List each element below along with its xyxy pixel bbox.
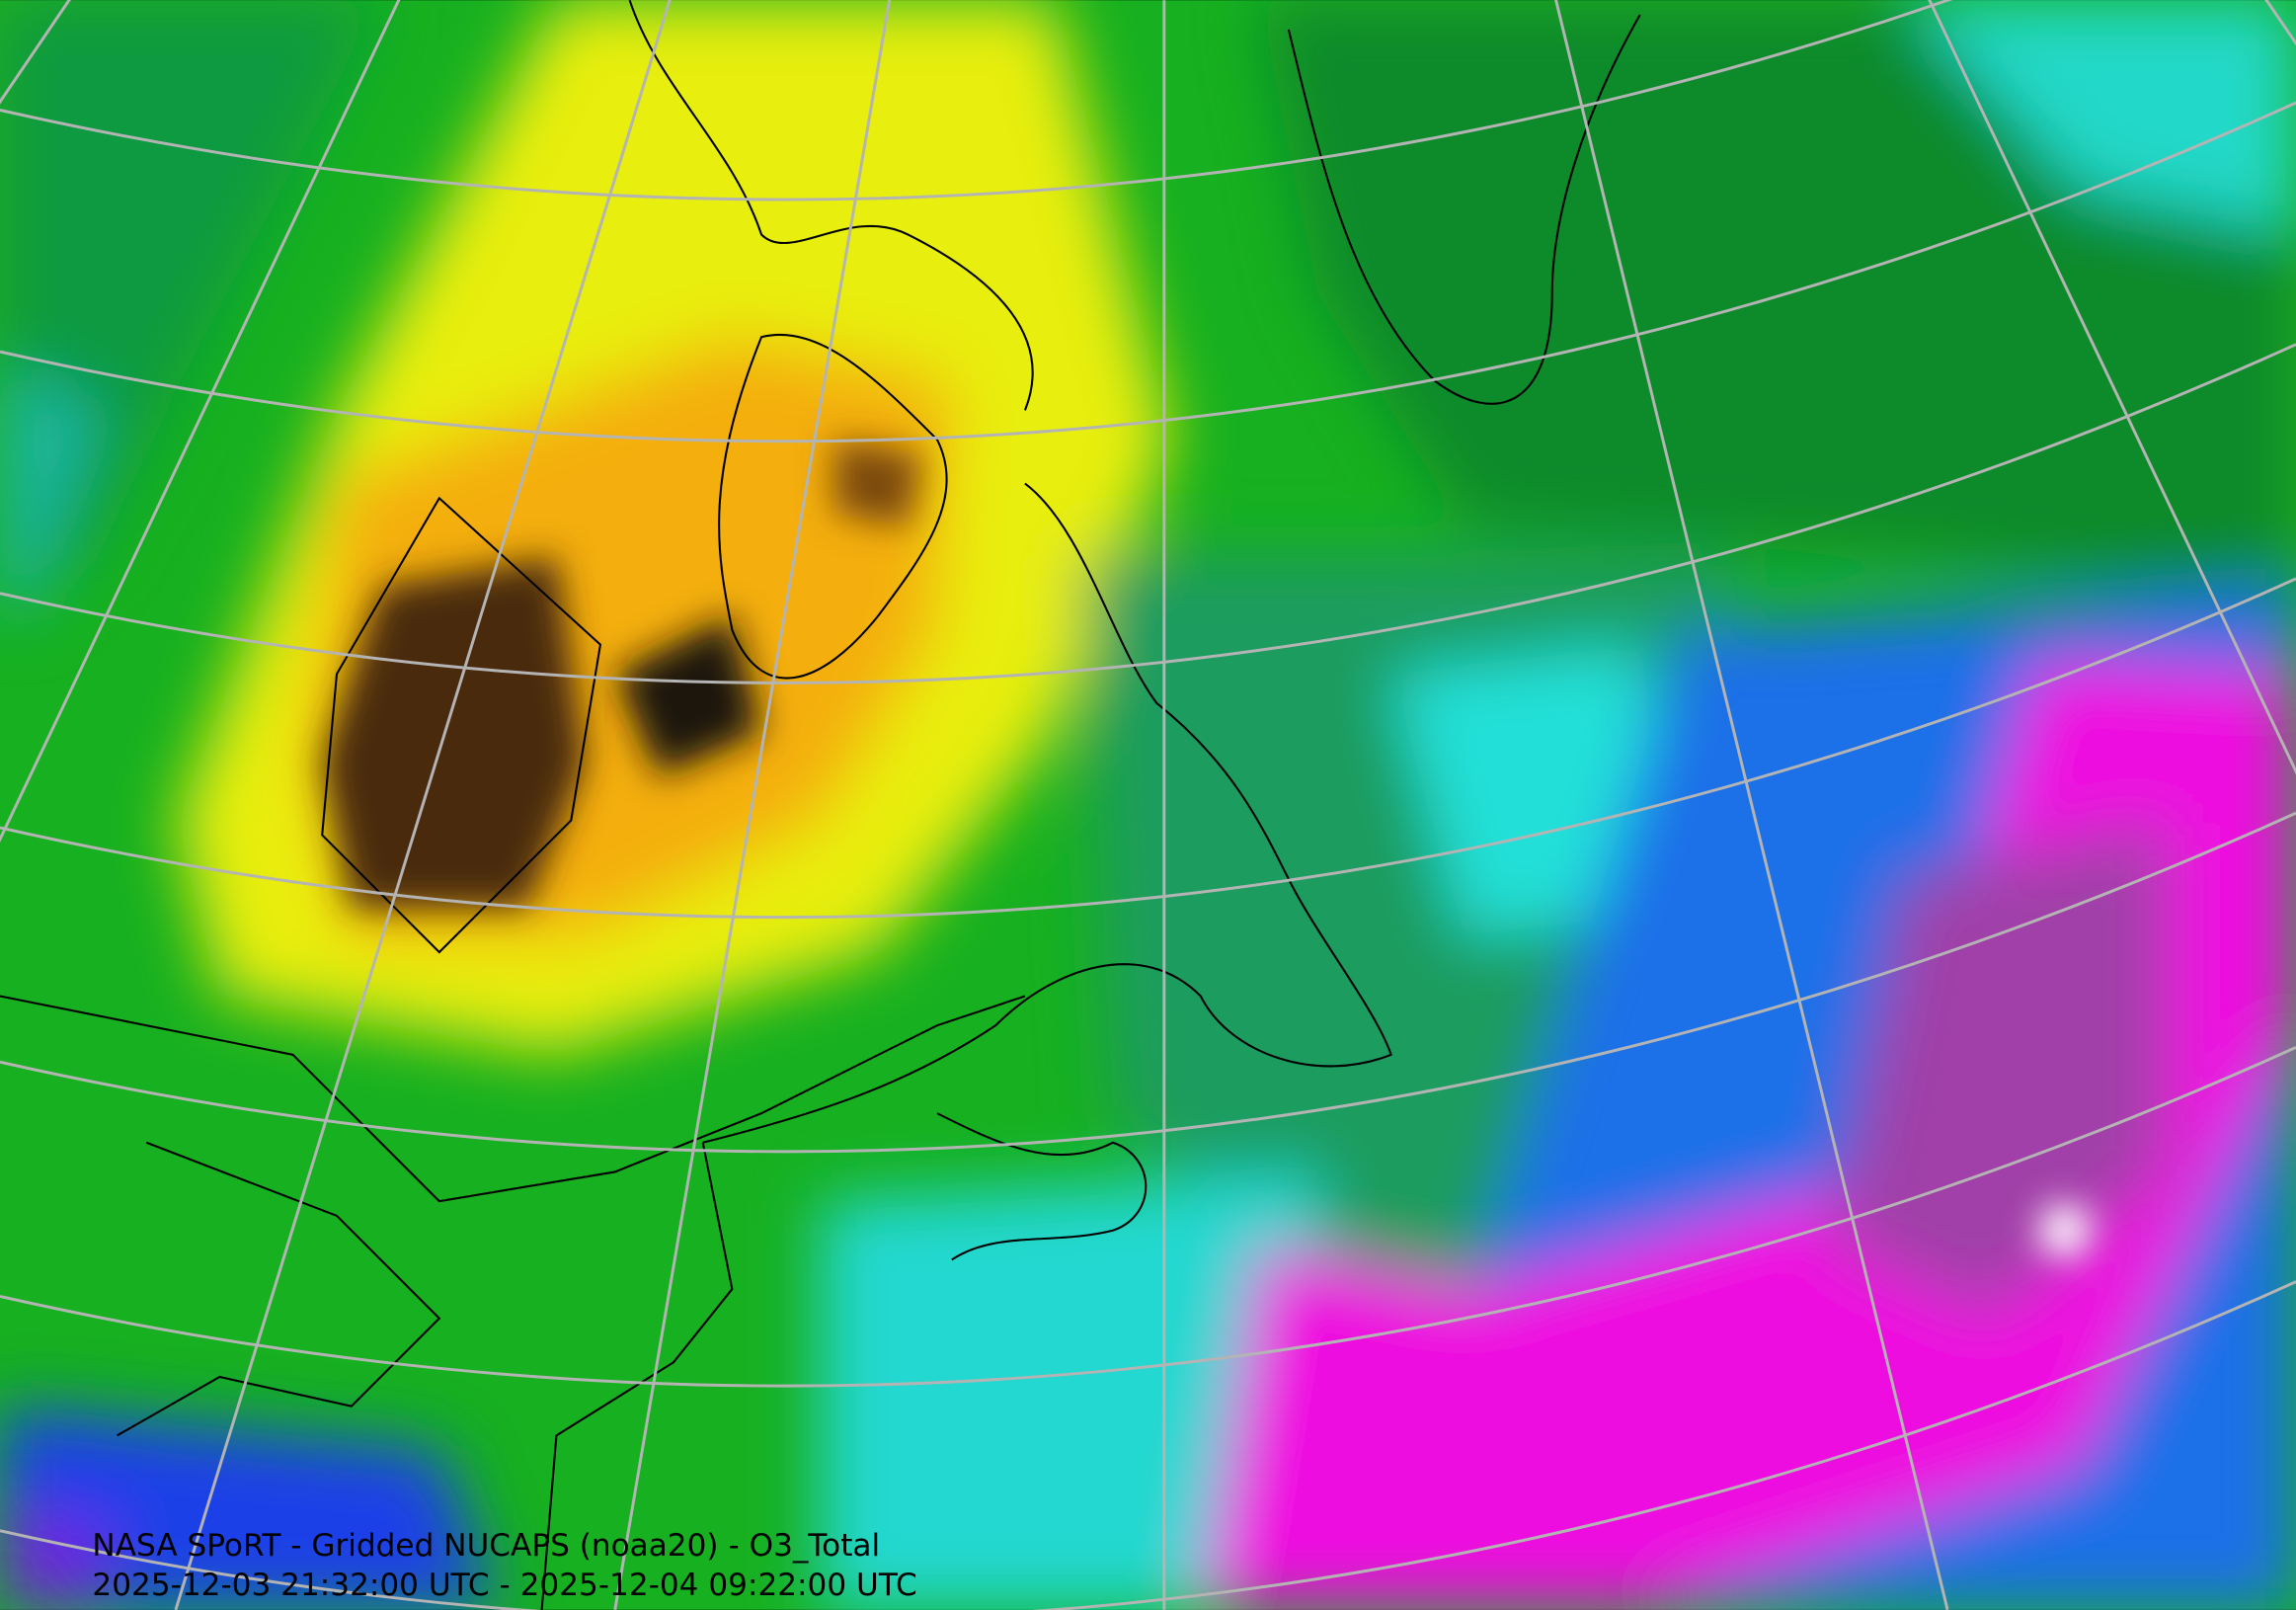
latitude-line <box>0 343 2296 684</box>
product-title: NASA SPoRT - Gridded NUCAPS (noaa20) - O… <box>92 1528 880 1564</box>
coastline <box>0 995 1026 1610</box>
coastline <box>718 333 948 680</box>
field-teal-w <box>0 365 103 615</box>
field-dark-green-ne <box>1259 0 2296 615</box>
latitude-line <box>0 1280 2296 1610</box>
coastline <box>936 1112 1148 1261</box>
field-dark-core-n <box>834 440 923 528</box>
field-cyan-south <box>820 1171 1318 1610</box>
field-dark-green-nw <box>0 0 381 615</box>
field-purple <box>1830 820 2168 1319</box>
field-blue-sw <box>0 1406 499 1610</box>
latitude-line <box>0 1046 2296 1388</box>
latitude-line <box>0 101 2296 443</box>
field-cyan-ne <box>1903 0 2296 235</box>
coastline <box>1287 14 1641 405</box>
coastline <box>321 496 602 954</box>
coastline <box>702 482 1392 1144</box>
meridian-line <box>174 0 672 1610</box>
field-violet-sw <box>0 1508 118 1610</box>
field-white-spot <box>2035 1201 2095 1260</box>
latitude-line <box>0 0 1953 201</box>
latitude-line <box>0 811 2296 1154</box>
latitude-line <box>0 577 2296 920</box>
time-range: 2025-12-03 21:32:00 UTC - 2025-12-04 09:… <box>92 1568 916 1603</box>
coastline <box>628 0 1034 411</box>
meridian-line <box>1554 0 1949 1610</box>
field-dark-core-w <box>322 556 587 909</box>
meridian-line <box>613 0 892 1610</box>
